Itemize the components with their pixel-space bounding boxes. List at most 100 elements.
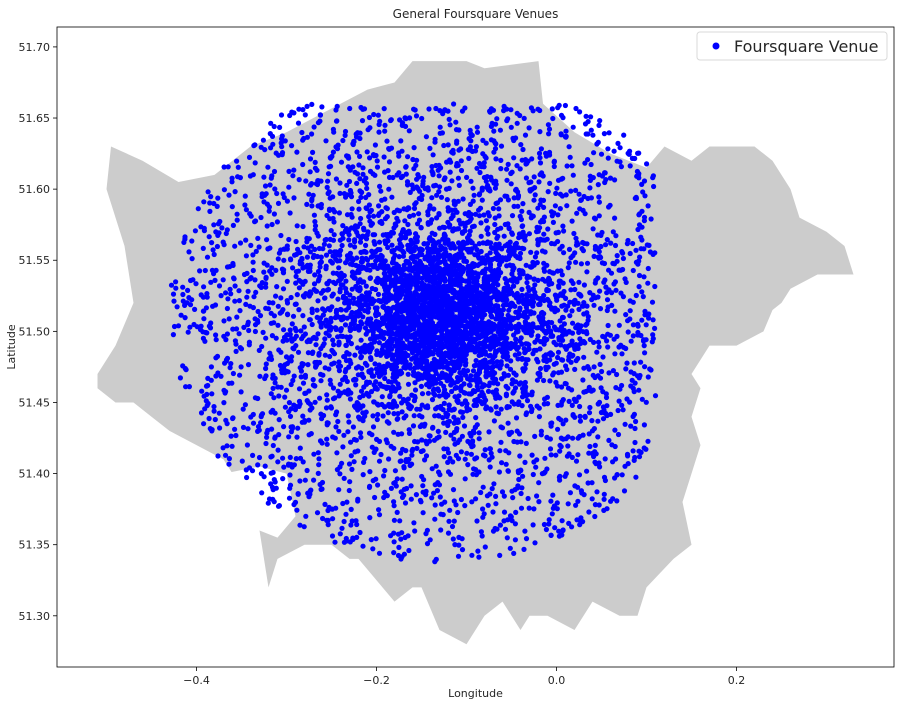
- venue-point: [419, 251, 425, 258]
- venue-point: [359, 365, 365, 371]
- venue-point: [459, 269, 465, 275]
- venue-point: [263, 361, 269, 367]
- venue-point: [424, 403, 431, 409]
- venue-point: [387, 313, 393, 319]
- venue-point: [464, 174, 470, 180]
- venue-point: [573, 458, 580, 464]
- venue-point: [221, 242, 227, 248]
- venue-point: [563, 307, 569, 313]
- venue-point: [393, 483, 399, 489]
- venue-point: [396, 292, 402, 298]
- venue-point: [548, 350, 554, 356]
- venue-point: [353, 365, 360, 371]
- venue-point: [523, 536, 530, 542]
- venue-point: [448, 354, 454, 360]
- venue-point: [576, 394, 582, 400]
- venue-point: [224, 443, 230, 449]
- venue-point: [559, 357, 565, 363]
- venue-point: [187, 302, 194, 308]
- venue-point: [379, 394, 385, 400]
- venue-point: [413, 300, 419, 306]
- venue-point: [511, 401, 517, 407]
- venue-point: [515, 203, 521, 209]
- venue-point: [269, 173, 275, 179]
- venue-point: [569, 402, 575, 408]
- venue-point: [627, 399, 633, 405]
- venue-point: [499, 425, 506, 431]
- venue-point: [510, 267, 516, 274]
- venue-point: [389, 269, 395, 275]
- venue-point: [388, 485, 394, 491]
- venue-point: [496, 245, 502, 251]
- venue-point: [250, 267, 256, 274]
- venue-point: [635, 226, 641, 233]
- venue-point: [485, 388, 492, 394]
- venue-point: [473, 362, 479, 368]
- venue-point: [429, 230, 435, 236]
- venue-point: [393, 358, 400, 364]
- venue-point: [564, 203, 570, 209]
- venue-point: [347, 396, 353, 402]
- venue-point: [587, 404, 593, 411]
- venue-point: [419, 282, 425, 288]
- venue-point: [405, 381, 412, 387]
- venue-point: [431, 183, 437, 189]
- venue-point: [643, 399, 649, 405]
- venue-point: [481, 333, 487, 339]
- venue-point: [382, 284, 388, 290]
- venue-point: [316, 352, 322, 358]
- venue-point: [449, 523, 456, 530]
- venue-point: [496, 206, 502, 212]
- venue-point: [294, 223, 300, 229]
- venue-point: [521, 246, 527, 252]
- venue-point: [391, 429, 397, 435]
- venue-point: [398, 138, 404, 144]
- venue-point: [492, 185, 498, 191]
- venue-point: [438, 527, 444, 533]
- venue-point: [255, 462, 261, 468]
- venue-point: [365, 321, 371, 327]
- venue-point: [606, 267, 612, 273]
- venue-point: [344, 315, 350, 321]
- venue-point: [406, 205, 412, 211]
- venue-point: [447, 373, 453, 379]
- venue-point: [603, 242, 609, 248]
- venue-point: [354, 149, 360, 155]
- venue-point: [244, 474, 250, 481]
- venue-point: [309, 101, 315, 107]
- venue-point: [362, 342, 368, 348]
- venue-point: [459, 547, 466, 553]
- venue-point: [572, 366, 578, 372]
- venue-point: [537, 155, 543, 161]
- venue-point: [323, 317, 329, 323]
- venue-point: [518, 142, 524, 148]
- venue-point: [436, 434, 442, 440]
- venue-point: [562, 344, 568, 350]
- venue-point: [393, 261, 399, 267]
- venue-point: [370, 424, 377, 430]
- venue-point: [208, 377, 214, 383]
- venue-point: [558, 112, 565, 118]
- venue-point: [618, 164, 625, 170]
- venue-point: [517, 453, 523, 459]
- venue-point: [438, 380, 444, 386]
- venue-point: [651, 183, 657, 190]
- venue-point: [584, 269, 590, 275]
- venue-point: [508, 107, 514, 113]
- venue-point: [633, 474, 639, 480]
- venue-point: [386, 186, 392, 192]
- venue-point: [420, 448, 426, 454]
- venue-point: [297, 445, 303, 451]
- venue-point: [423, 359, 429, 365]
- venue-point: [448, 367, 454, 374]
- venue-point: [511, 550, 517, 557]
- venue-point: [604, 307, 610, 314]
- venue-point: [559, 272, 565, 278]
- venue-point: [494, 526, 500, 532]
- venue-point: [376, 458, 383, 464]
- venue-point: [418, 383, 424, 389]
- venue-point: [453, 428, 459, 434]
- venue-point: [534, 377, 541, 383]
- venue-point: [258, 471, 264, 477]
- venue-point: [561, 228, 567, 234]
